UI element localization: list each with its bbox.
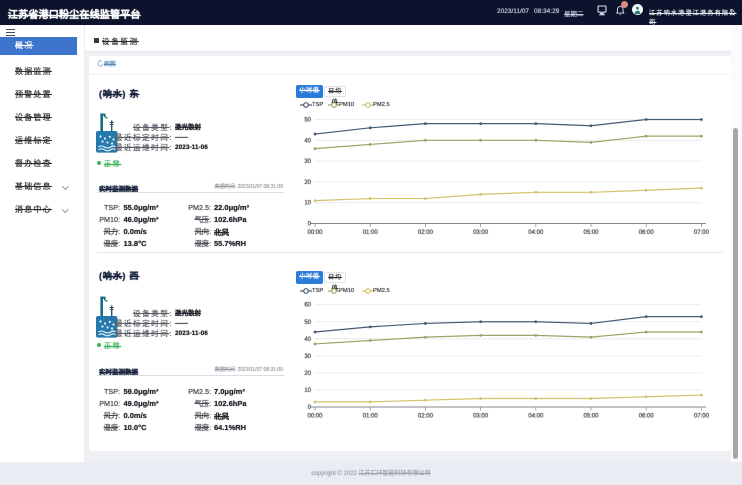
svg-text:30: 30 [304,354,311,360]
svg-text:50: 50 [304,118,311,124]
svg-text:00:00: 00:00 [307,230,323,236]
svg-text:07:00: 07:00 [694,230,710,236]
svg-text:03:00: 03:00 [473,230,489,236]
svg-text:0: 0 [308,405,312,411]
svg-text:10: 10 [304,201,311,207]
svg-text:01:00: 01:00 [363,414,379,420]
svg-text:02:00: 02:00 [418,414,434,420]
svg-text:20: 20 [304,371,311,377]
svg-text:0: 0 [308,222,312,228]
svg-text:10: 10 [304,388,311,394]
svg-text:06:00: 06:00 [639,230,655,236]
svg-text:05:00: 05:00 [583,230,599,236]
svg-text:20: 20 [304,180,311,186]
svg-text:04:00: 04:00 [528,414,544,420]
svg-text:30: 30 [304,159,311,165]
svg-text:07:00: 07:00 [694,414,710,420]
svg-text:40: 40 [304,337,311,343]
svg-text:04:00: 04:00 [528,230,544,236]
svg-text:05:00: 05:00 [583,414,599,420]
svg-text:60: 60 [304,303,311,309]
svg-text:06:00: 06:00 [639,414,655,420]
svg-text:00:00: 00:00 [307,414,323,420]
svg-text:02:00: 02:00 [418,230,434,236]
svg-text:03:00: 03:00 [473,414,489,420]
svg-text:40: 40 [304,138,311,144]
svg-text:50: 50 [304,320,311,326]
svg-text:01:00: 01:00 [363,230,379,236]
